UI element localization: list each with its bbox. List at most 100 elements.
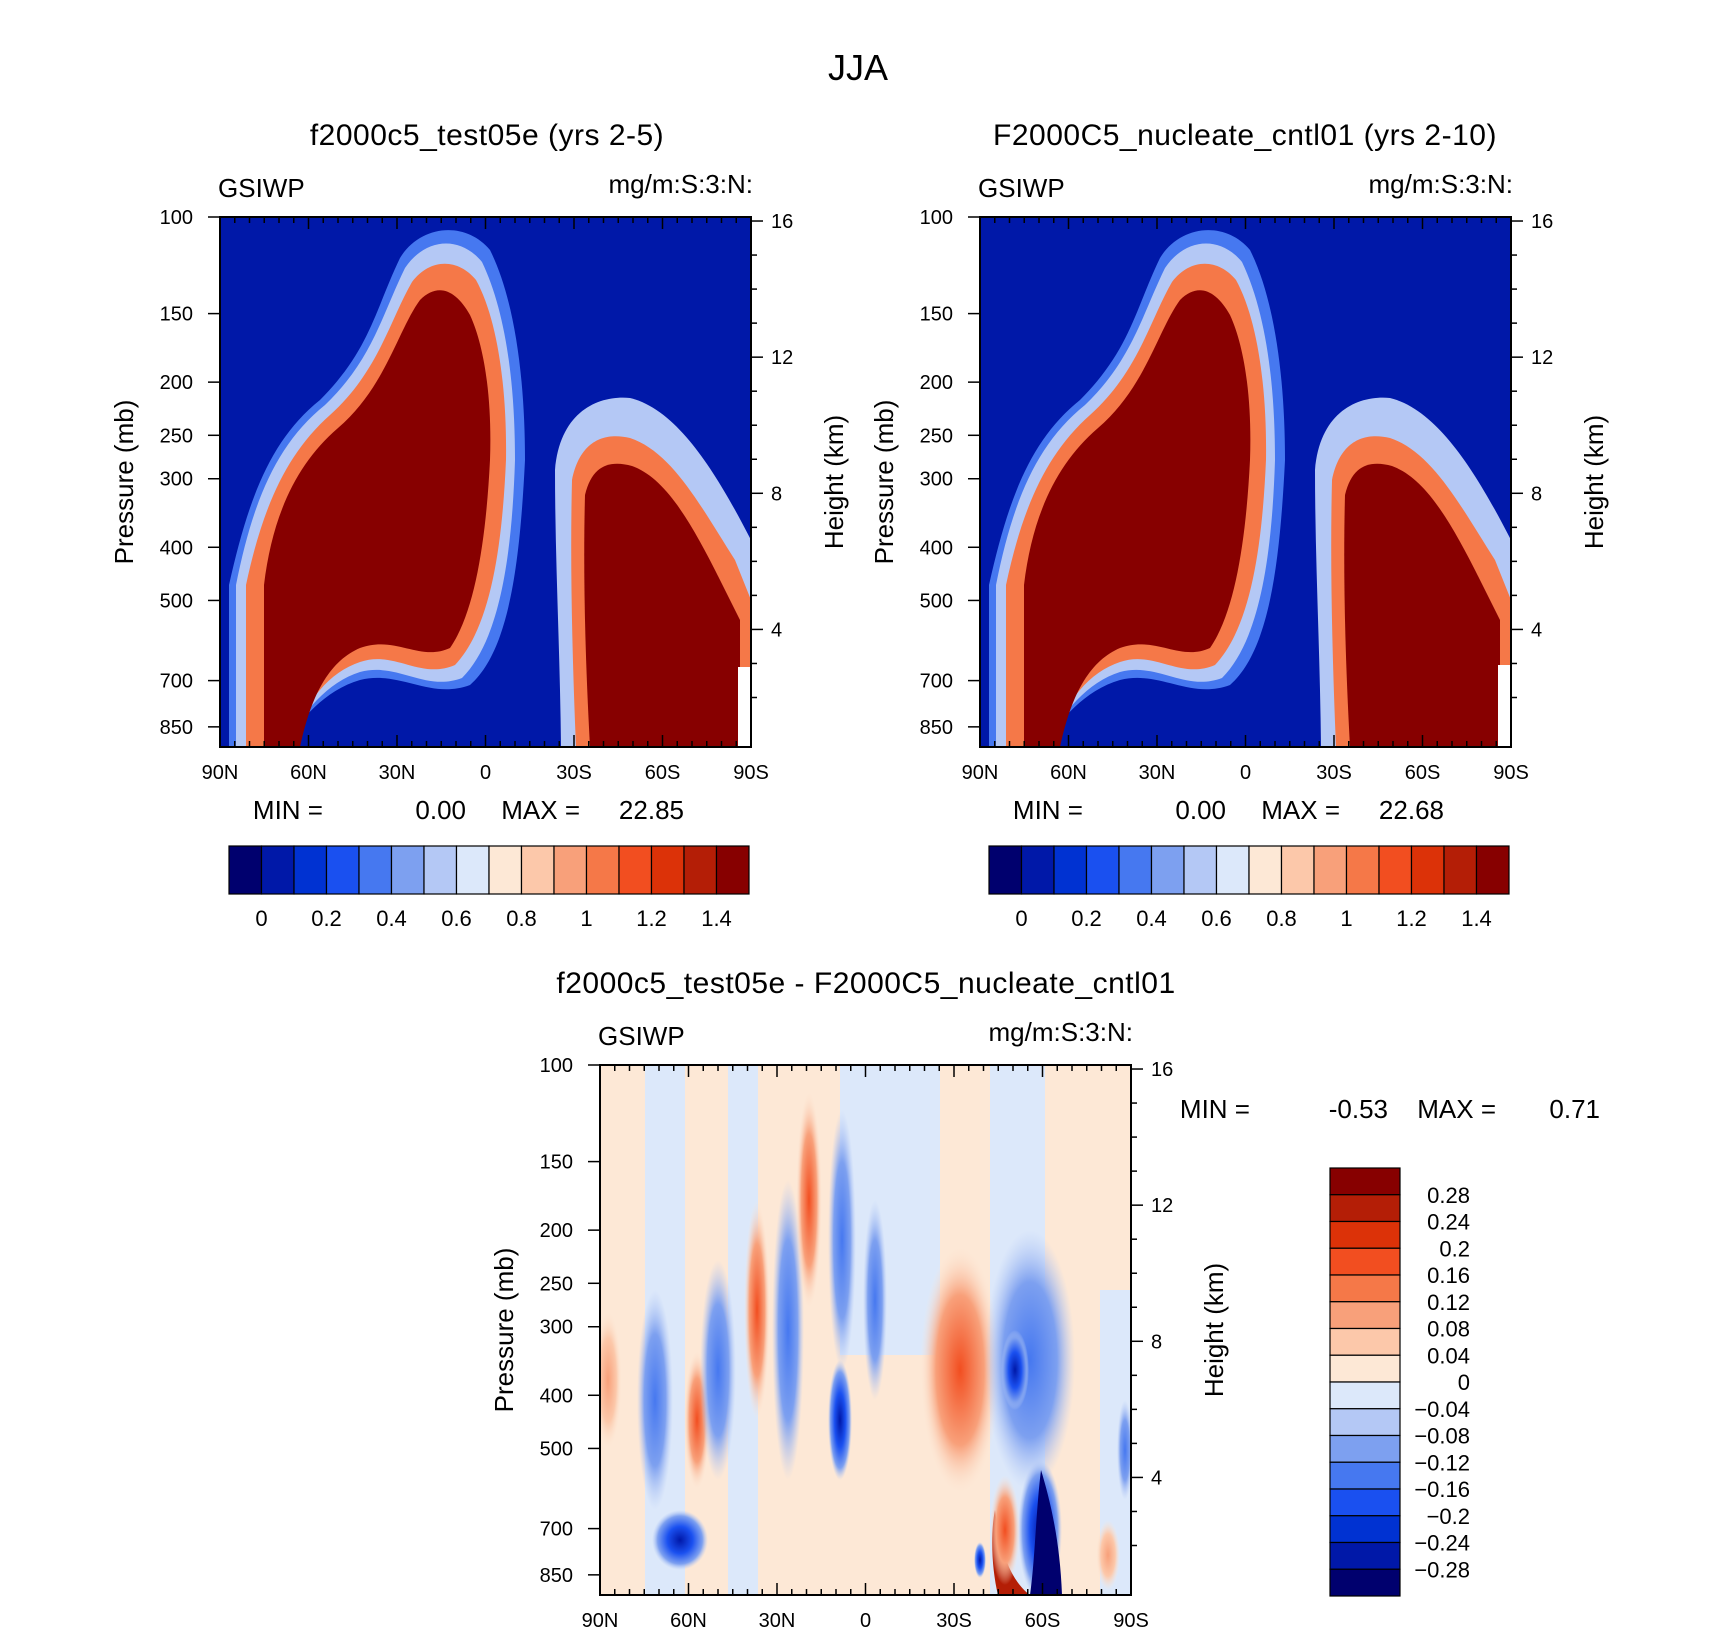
y-tick-label: 400 [540,1385,573,1407]
y-tick-label: 300 [920,469,953,491]
colorbar-label: 0.4 [376,906,407,931]
colorbar-swatch [1150,845,1185,895]
colorbar-swatch [553,845,588,895]
y2-tick-label: 8 [1531,483,1542,505]
colorbar-label: 0.04 [1427,1343,1470,1368]
y-tick-label: 850 [540,1565,573,1587]
colorbar-label: 0.6 [441,906,472,931]
y-tick-label: 200 [920,372,953,394]
panel-2-min-value: 0.00 [1175,795,1226,825]
y2-tick-label: 12 [1531,347,1553,369]
colorbar-swatch [455,845,490,895]
panel-2-ylabel: Pressure (mb) [869,400,899,565]
colorbar-label: −0.24 [1414,1531,1470,1556]
x-tick-label: 60N [1050,762,1087,784]
x-tick-label: 90S [1113,1610,1149,1632]
colorbar-label: 1.4 [701,906,732,931]
colorbar-label: −0.2 [1427,1504,1470,1529]
panel-1-core-dark [264,290,491,747]
y-tick-label: 100 [540,1055,573,1077]
panel-2-south-core-dark [1344,463,1500,747]
colorbar-label: 0.28 [1427,1183,1470,1208]
colorbar-swatch [1053,845,1088,895]
panel-3-units: mg/m:S:3:N: [989,1017,1133,1047]
colorbar-swatch [1329,1274,1401,1303]
y2-tick-label: 4 [1151,1467,1162,1489]
colorbar-swatch [585,845,620,895]
colorbar-label: 0.4 [1136,906,1167,931]
colorbar-swatch [1280,845,1315,895]
colorbar-swatch [683,845,718,895]
colorbar-label: 0.24 [1427,1210,1470,1235]
panel-1-contour-field [220,217,751,747]
y-tick-label: 700 [920,671,953,693]
panel-3-ylabel: Pressure (mb) [489,1248,519,1413]
colorbar-swatch [1020,845,1055,895]
x-tick-label: 90N [582,1610,619,1632]
panel-2-max-label: MAX = [1261,795,1340,825]
colorbar-swatch [1329,1461,1401,1490]
colorbar-swatch [1410,845,1445,895]
colorbar-label: 0.8 [1266,906,1297,931]
colorbar-swatch [650,845,685,895]
y-tick-label: 700 [160,671,193,693]
panel-3-max-value: 0.71 [1549,1094,1600,1124]
colorbar-swatch [325,845,360,895]
y-tick-label: 850 [920,717,953,739]
panel-1-y2label: Height (km) [819,415,849,549]
panel-1-units: mg/m:S:3:N: [609,169,753,199]
panel-2-colorbar: 0 0.2 0.4 0.6 0.8 1 1.2 1.4 [988,845,1510,931]
y-tick-label: 500 [540,1438,573,1460]
colorbar-swatch [618,845,653,895]
panel-1-ylabel: Pressure (mb) [109,400,139,565]
y-tick-label: 500 [160,590,193,612]
x-tick-label: 30N [1139,762,1176,784]
panel-3: f2000c5_test05e - F2000C5_nucleate_cntl0… [489,967,1600,1632]
colorbar-label: 0.2 [311,906,342,931]
x-tick-label: 0 [480,762,491,784]
x-tick-label: 0 [860,1610,871,1632]
colorbar-swatch [1329,1488,1401,1517]
panel-1: f2000c5_test05e (yrs 2-5) GSIWP mg/m:S:3… [109,119,849,931]
colorbar-label: 1 [1340,906,1352,931]
colorbar-label: 0.2 [1439,1236,1470,1261]
colorbar-swatch [1329,1301,1401,1330]
panel-3-min-value: -0.53 [1329,1094,1388,1124]
colorbar-swatch [1329,1408,1401,1437]
x-tick-label: 30S [556,762,592,784]
x-tick-label: 60N [290,762,327,784]
x-tick-label: 90S [733,762,769,784]
x-tick-label: 30S [936,1610,972,1632]
y-tick-label: 100 [160,207,193,229]
x-tick-label: 90S [1493,762,1529,784]
colorbar-label: 0.16 [1427,1263,1470,1288]
colorbar-swatch [1329,1167,1401,1196]
colorbar-swatch [1313,845,1348,895]
colorbar-swatch [423,845,458,895]
colorbar-label: 0.6 [1201,906,1232,931]
colorbar-swatch [1329,1568,1401,1597]
y-tick-label: 300 [540,1317,573,1339]
colorbar-swatch [1329,1515,1401,1544]
colorbar-swatch [260,845,295,895]
colorbar-swatch [293,845,328,895]
panel-1-variable: GSIWP [218,173,305,203]
colorbar-label: 1 [580,906,592,931]
panel-1-colorbar: 0 0.2 0.4 0.6 0.8 1 1.2 1.4 [228,845,750,931]
colorbar-swatch [520,845,555,895]
panel-3-contour-field [600,1065,1131,1595]
panel-2-y2label: Height (km) [1579,415,1609,549]
y-tick-label: 200 [540,1220,573,1242]
panel-3-max-label: MAX = [1417,1094,1496,1124]
colorbar-swatch [988,845,1023,895]
colorbar-swatch [1329,1220,1401,1249]
x-tick-label: 30N [379,762,416,784]
y2-tick-label: 12 [1151,1195,1173,1217]
colorbar-swatch [1329,1434,1401,1463]
y2-tick-label: 4 [1531,619,1542,641]
colorbar-label: −0.04 [1414,1397,1470,1422]
y-tick-label: 150 [160,304,193,326]
y-tick-label: 850 [160,717,193,739]
colorbar-swatch [1443,845,1478,895]
colorbar-swatch [228,845,263,895]
